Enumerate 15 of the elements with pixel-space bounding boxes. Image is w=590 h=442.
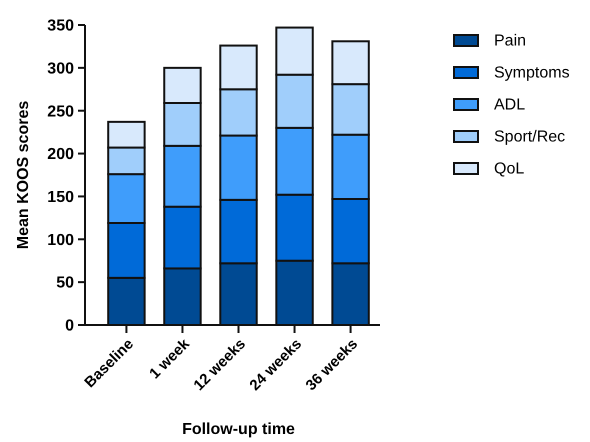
- legend-label: Pain: [494, 32, 526, 50]
- legend-label: Symptoms: [494, 64, 570, 82]
- legend-label: QoL: [494, 160, 524, 178]
- y-tick-label: 250: [47, 103, 74, 120]
- y-tick-label: 100: [47, 232, 74, 249]
- y-tick-label: 50: [56, 274, 74, 292]
- y-tick-label: 150: [47, 189, 74, 206]
- y-axis-title: Mean KOOS scores: [15, 100, 32, 250]
- y-tick-label: 300: [47, 60, 74, 78]
- y-tick-label: 0: [65, 318, 74, 335]
- y-tick-label: 200: [47, 146, 74, 164]
- x-axis-title: Follow-up time: [182, 421, 296, 438]
- y-tick-label: 350: [47, 18, 74, 35]
- legend-label: Sport/Rec: [494, 128, 566, 146]
- legend-label: ADL: [494, 96, 526, 114]
